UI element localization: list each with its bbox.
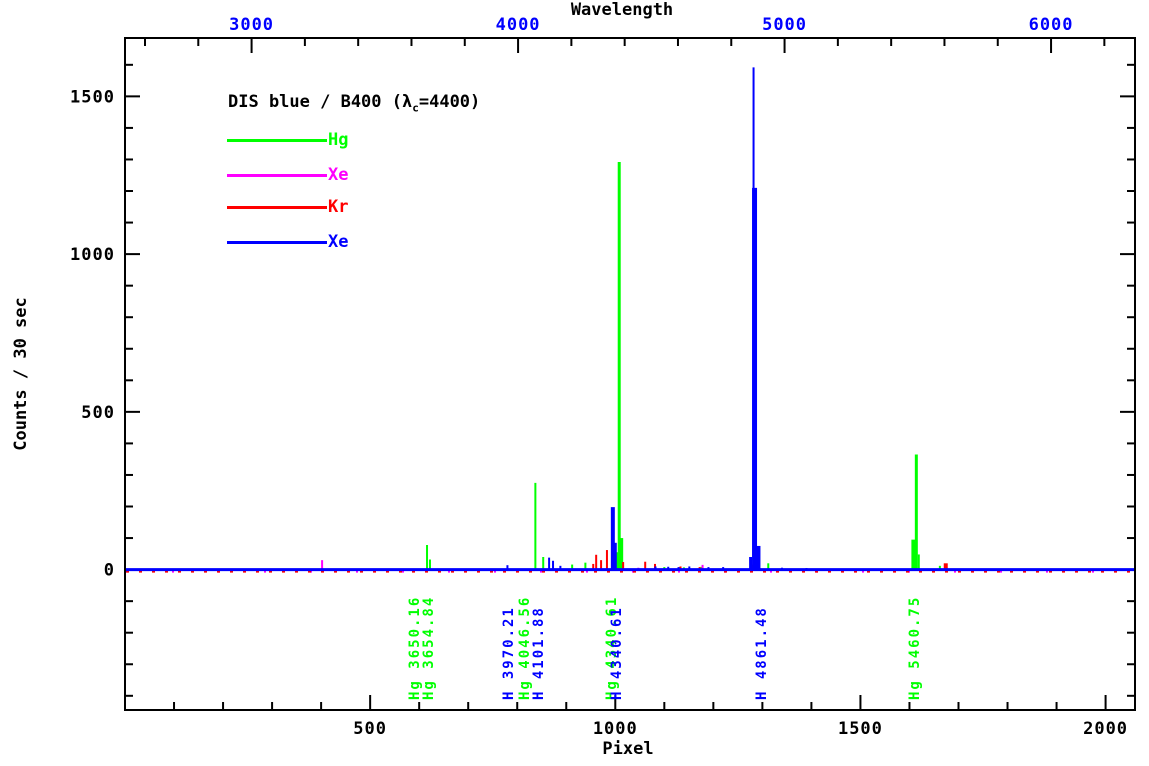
series-hg-0: [126, 161, 1134, 571]
legend-line-swatch-hg: [227, 138, 327, 142]
line-label-H-4101.88: H 4101.88: [530, 606, 547, 700]
x-tick-label-500: 500: [353, 719, 387, 739]
axes-ticks: 500 1000 1500 2000 3000 4000 5000 6000 0 500 1000 1…: [70, 15, 1134, 739]
legend-label-xe-blue: Xe: [328, 232, 349, 252]
legend-title-suffix: =4400): [418, 92, 481, 112]
line-label-H-3970.21: H 3970.21: [501, 606, 518, 700]
bottom-axis-title: Pixel: [602, 739, 654, 759]
y-tick-label-500: 500: [81, 403, 115, 423]
x-tick-label-1500: 1500: [838, 719, 883, 739]
top-axis-title: Wavelength: [570, 0, 674, 20]
legend-label-xe-magenta: Xe: [328, 165, 349, 185]
y-axis-title: Counts / 30 sec: [11, 297, 31, 451]
legend-line-swatch-xe-magenta: [227, 173, 327, 177]
legend-entry-xe-magenta: Xe: [227, 165, 348, 185]
legend-entry-kr: Kr: [227, 197, 348, 217]
x-tick-label-2000: 2000: [1083, 719, 1128, 739]
x-tick-label-1000: 1000: [593, 719, 638, 739]
legend-label-kr: Kr: [328, 197, 349, 217]
y-tick-label-0: 0: [104, 561, 115, 581]
wavelength-tick-label-4000: 4000: [496, 15, 541, 35]
legend-line-swatch-kr: [227, 205, 327, 209]
legend-entry-hg: Hg: [227, 130, 348, 150]
wavelength-tick-label-6000: 6000: [1029, 15, 1074, 35]
y-tick-label-1500: 1500: [70, 87, 115, 107]
line-label-H-4861.48: H 4861.48: [754, 606, 771, 700]
line-label-H-4340.61: H 4340.61: [608, 606, 625, 700]
wavelength-tick-label-5000: 5000: [762, 15, 807, 35]
line-label-Hg-3654.84: Hg 3654.84: [421, 595, 438, 700]
legend-label-hg: Hg: [328, 130, 349, 150]
y-tick-label-1000: 1000: [70, 245, 115, 265]
wavelength-tick-label-3000: 3000: [229, 15, 274, 35]
series-xe-3: [126, 67, 1134, 572]
legend-title: DIS blue / B400 (λc=4400): [228, 92, 480, 114]
line-label-Hg-5460.75: Hg 5460.75: [906, 595, 923, 700]
legend-line-swatch-xe-blue: [227, 240, 327, 244]
legend-title-subscript: c: [412, 101, 419, 115]
plot-frame: [124, 37, 1136, 711]
legend-entry-xe-blue: Xe: [227, 232, 348, 252]
legend-title-text: DIS blue / B400 (λ: [228, 92, 413, 112]
